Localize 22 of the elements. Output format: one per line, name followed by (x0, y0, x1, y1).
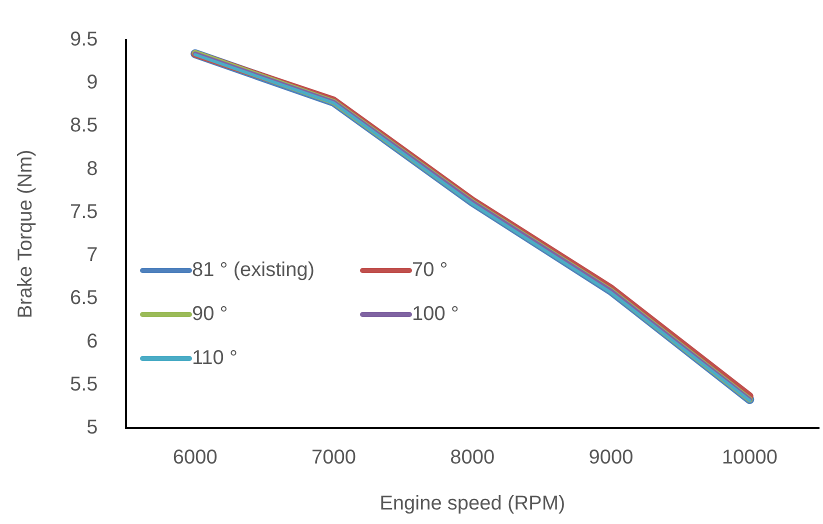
x-tick-label: 8000 (450, 446, 495, 469)
y-axis-title: Brake Torque (Nm) (14, 150, 37, 318)
y-tick-label: 5 (86, 416, 98, 439)
x-tick-label: 9000 (588, 446, 634, 469)
x-tick-label: 10000 (722, 446, 778, 469)
y-tick-label: 7.5 (70, 200, 98, 223)
y-tick-label: 6 (86, 330, 98, 352)
legend-label: 90 ° (192, 302, 228, 326)
x-tick-label: 6000 (172, 446, 218, 469)
y-tick-label: 5.5 (70, 373, 98, 396)
x-axis-title: Engine speed (RPM) (380, 492, 566, 515)
y-tick-label: 7 (86, 244, 98, 266)
x-tick-label: 7000 (312, 446, 356, 469)
legend-label: 70 ° (412, 258, 448, 282)
y-tick-label: 6.5 (70, 287, 98, 310)
legend-label: 110 ° (192, 346, 238, 370)
y-tick-label: 9 (86, 72, 98, 94)
y-tick-label: 8.5 (70, 114, 98, 137)
y-tick-label: 8 (86, 158, 98, 180)
y-tick-label: 9.5 (70, 28, 98, 51)
legend-label: 81 ° (existing) (192, 258, 314, 282)
legend-label: 100 ° (412, 302, 459, 326)
